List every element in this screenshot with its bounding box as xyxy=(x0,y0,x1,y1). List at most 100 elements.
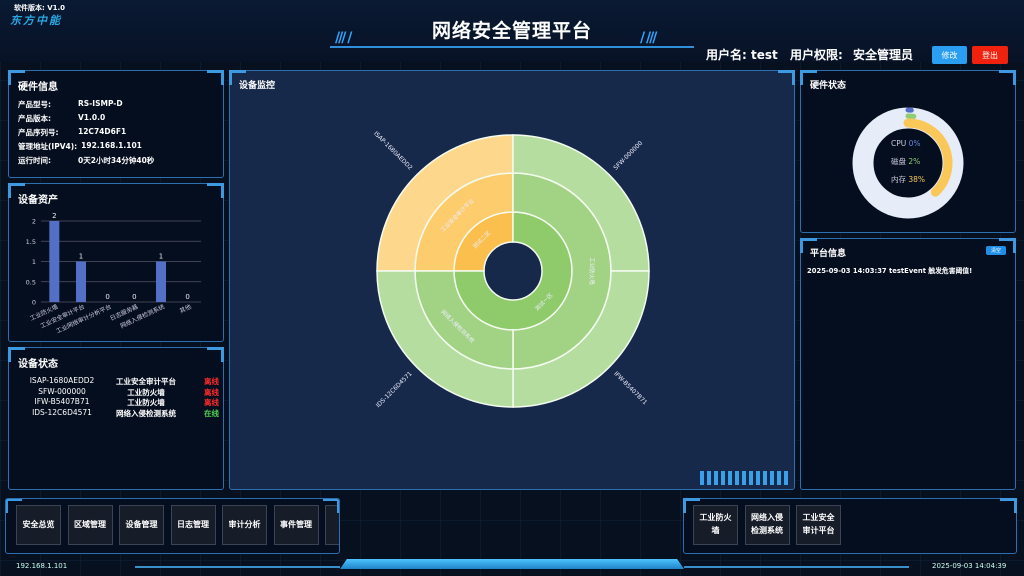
disk-value: 2% xyxy=(908,157,921,166)
device-state: 离线 xyxy=(204,377,219,386)
sunburst-label: IFW-B5407B71 xyxy=(612,370,648,406)
x-tick-label: 网络入侵检测系统 xyxy=(119,303,166,331)
device-type: 工业防火墙 xyxy=(127,387,165,397)
quick-device-button[interactable]: 工业防火墙 xyxy=(693,505,738,545)
quick-device-bar: 工业防火墙 网络入侵检测系统 工业安全审计平台 xyxy=(683,498,1017,554)
row-label: 产品版本: xyxy=(18,114,51,123)
x-tick-label: 其他 xyxy=(178,303,192,315)
row-label: 产品型号: xyxy=(18,100,51,109)
nav-item[interactable]: 日志管理 xyxy=(170,505,216,545)
device-assets-panel: 设备资产 0 0.5 1 1.5 2 2 工业防火墙 1 工业安全审计平台 0 工业网络审计分析平台… xyxy=(8,183,224,342)
y-tick-label: 2 xyxy=(32,218,36,226)
cpu-label: CPU xyxy=(891,139,907,148)
device-state: 离线 xyxy=(204,387,219,397)
edit-button[interactable]: 修改 xyxy=(932,46,967,64)
nav-item[interactable]: 审计分析 xyxy=(222,505,267,545)
panel-title: 硬件信息 xyxy=(18,82,58,93)
device-status-row: IDS-12C6D4571 网络入侵检测系统 在线 xyxy=(19,408,219,419)
device-monitor-panel: 设备监控 测试二区 测试一区 工业安全审计平台 工业防火墙 网络入侵检测系统 ISAP-1… xyxy=(229,70,795,490)
disk-label: 磁盘 xyxy=(891,157,906,166)
hardware-info-panel: 硬件信息 产品型号: RS-ISMP-D 产品版本: V1.0.0 产品序列号: 12C7… xyxy=(8,70,224,178)
clear-button[interactable]: 清空 xyxy=(986,246,1006,255)
hardware-info-row: 管理地址(IPV4): 192.168.1.101 xyxy=(18,141,142,152)
nav-item[interactable]: 设备管理 xyxy=(119,505,164,545)
hardware-info-row: 产品型号: RS-ISMP-D xyxy=(18,99,123,110)
nav-item[interactable]: 事件管理 xyxy=(273,505,319,545)
device-id: IDS-12C6D4571 xyxy=(32,407,92,417)
nav-item[interactable]: 安全 xyxy=(325,505,339,545)
panel-title: 设备状态 xyxy=(18,359,58,370)
header-decoration xyxy=(330,38,694,48)
platform-info-panel: 平台信息 清空 2025-09-03 14:03:37 testEvent 触发… xyxy=(800,238,1016,490)
hardware-info-row: 产品序列号: 12C74D6F1 xyxy=(18,127,126,138)
device-id: SFW-000000 xyxy=(38,386,86,396)
device-status-row: IFW-B5407B71 工业防火墙 离线 xyxy=(19,397,220,408)
hardware-status-panel: 硬件状态 CPU 0% 磁盘 2% 内存 38% xyxy=(800,70,1016,233)
platform-message: 2025-09-03 14:03:37 testEvent 触发危害阈值! xyxy=(807,267,973,275)
stripe-decoration: /// / xyxy=(335,30,352,46)
device-type: 网络入侵检测系统 xyxy=(116,408,176,418)
footer-decoration xyxy=(340,559,684,569)
page-title: 网络安全管理平台 xyxy=(431,20,592,42)
hardware-gauge xyxy=(852,107,964,219)
row-label: 产品序列号: xyxy=(18,128,59,137)
row-value: 12C74D6F1 xyxy=(78,127,127,136)
logout-button[interactable]: 登出 xyxy=(972,46,1008,64)
footer-ip: 192.168.1.101 xyxy=(16,562,68,570)
row-value: V1.0.0 xyxy=(78,113,106,122)
footer-time: 2025-09-03 14:04:39 xyxy=(932,562,1007,570)
device-assets-chart: 00.511.522工业防火墙1工业安全审计平台0工业网络审计分析平台0日志服务… xyxy=(26,212,201,335)
device-id: ISAP-1680AEDD2 xyxy=(29,376,95,385)
device-id: IFW-B5407B71 xyxy=(34,397,90,406)
device-type: 工业安全审计平台 xyxy=(116,377,176,386)
quick-device-button[interactable]: 工业安全审计平台 xyxy=(796,505,841,545)
device-state: 离线 xyxy=(204,398,219,407)
y-tick-label: 1 xyxy=(32,258,36,266)
role-label: 用户权限: xyxy=(789,48,843,62)
y-tick-label: 1.5 xyxy=(26,238,36,246)
data-label: 1 xyxy=(79,253,83,261)
stripe-decoration: / /// xyxy=(640,30,657,46)
data-label: 0 xyxy=(132,293,136,301)
data-label: 1 xyxy=(159,253,163,261)
quick-device-button[interactable]: 网络入侵检测系统 xyxy=(744,505,790,545)
software-version: 软件版本: V1.0 xyxy=(14,4,66,12)
row-value: 192.168.1.101 xyxy=(81,141,142,150)
y-tick-label: 0.5 xyxy=(26,278,36,286)
logo: 东方中能 xyxy=(10,14,62,27)
data-label: 0 xyxy=(185,293,189,301)
data-label: 0 xyxy=(105,293,109,301)
bar xyxy=(156,261,166,302)
panel-title: 平台信息 xyxy=(810,249,847,259)
device-type: 工业防火墙 xyxy=(127,398,165,407)
y-tick-label: 0 xyxy=(32,299,36,307)
cpu-value: 0% xyxy=(908,139,921,148)
row-label: 管理地址(IPV4): xyxy=(18,142,78,151)
sunburst-label: SFW-000000 xyxy=(612,140,644,172)
device-status-panel: 设备状态 ISAP-1680AEDD2 工业安全审计平台 离线 SFW-000000 工… xyxy=(8,347,224,490)
nav-bar: 安全总览区域管理设备管理日志管理审计分析事件管理安全 xyxy=(5,498,340,554)
panel-title: 设备资产 xyxy=(18,195,58,206)
mem-label: 内存 xyxy=(891,175,906,184)
nav-item[interactable]: 安全总览 xyxy=(16,505,61,545)
row-value: RS-ISMP-D xyxy=(78,99,123,108)
data-label: 2 xyxy=(52,212,56,220)
equalizer-decoration xyxy=(700,471,790,485)
nav-item[interactable]: 区域管理 xyxy=(67,505,113,545)
row-value: 0天2小时34分钟40秒 xyxy=(78,156,155,165)
sunburst-label: IDS-12C6D4571 xyxy=(375,370,414,409)
user-name: test xyxy=(751,48,778,62)
bar xyxy=(49,221,60,302)
footer-line xyxy=(135,566,340,568)
device-state: 在线 xyxy=(204,408,219,418)
hardware-info-row: 运行时间: 0天2小时34分钟40秒 xyxy=(18,155,154,166)
footer-line xyxy=(684,566,909,568)
device-sunburst-chart: 测试二区测试一区工业安全审计平台工业防火墙网络入侵检测系统ISAP-1680AE… xyxy=(372,130,650,409)
device-status-row: SFW-000000 工业防火墙 离线 xyxy=(19,387,219,398)
sunburst-label: 工业防火墙 xyxy=(588,257,596,285)
bar xyxy=(76,261,86,302)
sunburst-label: ISAP-1680AEDD2 xyxy=(372,130,414,172)
sunburst-segment xyxy=(376,270,514,408)
row-label: 运行时间: xyxy=(18,156,51,165)
role: 安全管理员 xyxy=(852,48,913,62)
